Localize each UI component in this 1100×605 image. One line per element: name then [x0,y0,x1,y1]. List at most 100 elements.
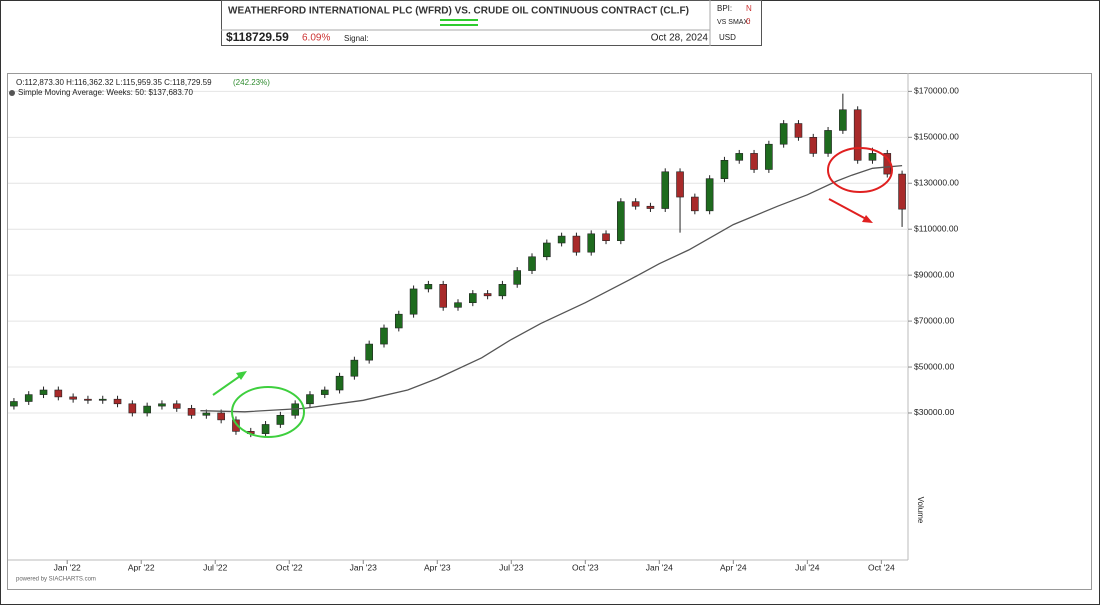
ohlc-change: (242.23%) [233,78,270,87]
candle-body [735,153,744,161]
header-box [221,0,762,46]
candle-body [69,396,77,400]
header-date: Oct 28, 2024 [651,33,709,44]
ohlc-legend: O:112,873.30 H:116,362.32 L:115,959.35 C… [16,78,212,87]
candle-body [513,270,522,285]
sma-line [200,164,903,413]
x-tick-label: Oct '22 [276,562,303,572]
sma-legend: Simple Moving Average: Weeks: 50: $137,6… [18,88,193,97]
candle-body [572,235,581,253]
candle-body [54,389,63,398]
candle-body [394,313,403,329]
candle-body [128,403,137,414]
smax-label: VS SMAX: [717,19,750,26]
candle-body [528,256,536,271]
x-tick-label: Oct '23 [572,562,599,572]
x-tick-label: Apr '22 [128,562,155,572]
candle-body [498,284,507,297]
candle-body [750,153,758,170]
candle-body [365,343,373,361]
candle-body [380,327,388,345]
bpi-label: BPI: [717,4,732,13]
y-tick-label: $90000.00 [914,269,954,279]
header-title: WEATHERFORD INTERNATIONAL PLC (WFRD) VS.… [228,6,689,17]
candle-body [587,233,596,253]
candle-body [898,173,906,210]
candle-body [439,284,447,308]
candle-body [454,302,462,308]
candle-body [217,412,225,421]
candle-body [424,284,433,290]
x-tick-label: Oct '24 [868,562,895,572]
y-tick-label: $110000.00 [914,223,959,233]
candle-body [543,242,551,258]
candle-body [839,109,847,131]
annotation-arrowhead [862,215,873,223]
candle-body [276,414,285,425]
candle-body [794,123,803,138]
x-tick-label: Apr '24 [720,562,747,572]
candle-body [765,143,773,170]
y-tick-label: $170000.00 [914,86,959,96]
annotation-arrowhead [236,371,247,380]
candle-body [617,201,625,241]
volume-label: Volume [916,497,925,524]
candle-body [98,398,107,401]
y-tick-label: $30000.00 [914,407,954,417]
candle-body [24,394,33,402]
y-tick-label: $50000.00 [914,361,954,371]
plot: $30000.00 $50000.00 $70000.00 $90000.00 $110… [8,86,959,572]
candle-body [661,171,670,209]
bpi-value: N [746,4,752,13]
candle-body [306,394,314,405]
x-tick-label: Jul '22 [203,562,228,572]
candle-body [113,398,122,405]
candle-body [631,201,640,207]
highlight-circle [231,386,305,438]
currency: USD [719,33,736,42]
header-price: $118729.59 [226,30,289,44]
candle-body [172,403,181,409]
candle-body [143,405,151,414]
candle-body [824,130,832,154]
x-tick-label: Jan '22 [54,562,81,572]
x-tick-label: Jan '23 [350,562,377,572]
chart-panel [7,73,1092,590]
signal-label: Signal: [344,34,368,43]
candle-body [646,205,655,209]
annotation-arrow [828,198,869,221]
candle-body [84,398,92,401]
candle-body [557,235,566,244]
y-tick-label: $150000.00 [914,132,959,142]
candle-body [350,359,359,377]
annotation-arrow [212,373,244,396]
candle-body [602,233,610,241]
y-tick-label: $70000.00 [914,315,954,325]
candle-body [691,196,699,212]
candle-body [232,419,240,432]
y-tick-label: $130000.00 [914,178,959,188]
candle-body [779,123,788,145]
candle-body [187,408,196,416]
candle-body [202,412,211,416]
smax-value: 0 [746,17,751,26]
candle-body [853,109,862,161]
candle-body [483,293,492,297]
highlight-circle [827,147,893,193]
candle-body [409,288,418,315]
candle-body [676,171,684,198]
x-tick-label: Jul '23 [499,562,524,572]
candle-body [809,137,818,154]
candle-body [868,153,877,161]
sma-legend-marker [9,90,15,96]
x-tick-label: Jan '24 [646,562,673,572]
candle-body [720,159,729,179]
x-tick-label: Apr '23 [424,562,451,572]
candle-body [469,293,477,304]
candle-body [261,424,270,434]
candle-body [320,389,329,395]
candle-body [39,389,48,395]
footer: powered by SIACHARTS.com [16,577,96,583]
